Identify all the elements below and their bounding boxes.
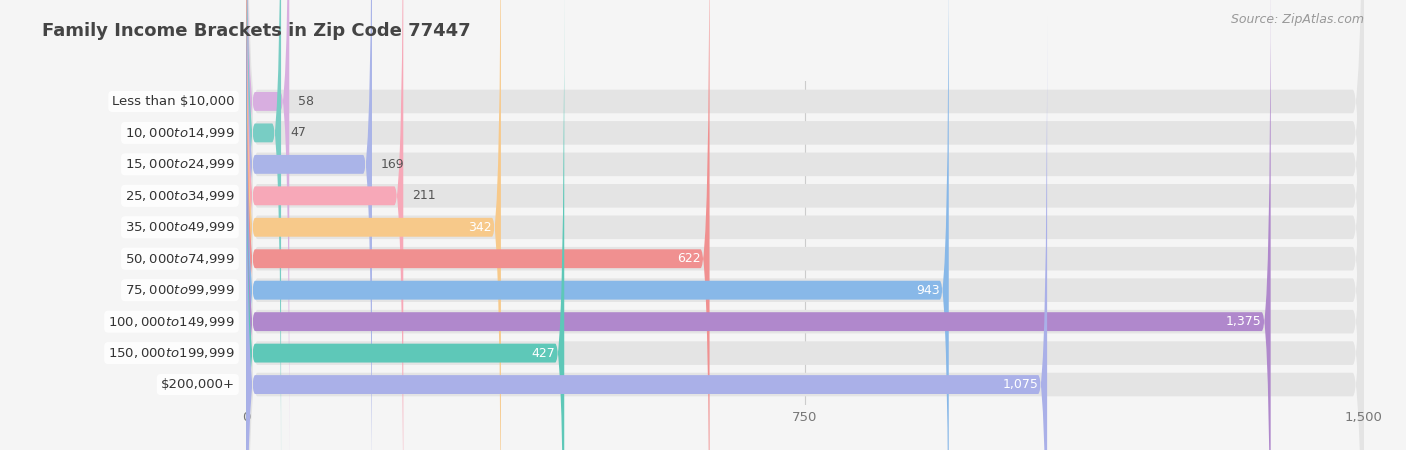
FancyBboxPatch shape: [246, 0, 710, 450]
Text: 342: 342: [468, 221, 492, 234]
Text: $100,000 to $149,999: $100,000 to $149,999: [108, 315, 235, 328]
Text: 1,375: 1,375: [1226, 315, 1261, 328]
Text: 169: 169: [381, 158, 405, 171]
FancyBboxPatch shape: [246, 0, 1271, 450]
FancyBboxPatch shape: [246, 17, 1047, 450]
Text: $25,000 to $34,999: $25,000 to $34,999: [125, 189, 235, 203]
Text: $10,000 to $14,999: $10,000 to $14,999: [125, 126, 235, 140]
FancyBboxPatch shape: [246, 0, 501, 450]
FancyBboxPatch shape: [246, 0, 1364, 450]
Text: 47: 47: [290, 126, 307, 140]
FancyBboxPatch shape: [246, 0, 281, 450]
FancyBboxPatch shape: [246, 0, 949, 450]
FancyBboxPatch shape: [246, 0, 564, 450]
Text: $75,000 to $99,999: $75,000 to $99,999: [125, 283, 235, 297]
FancyBboxPatch shape: [246, 0, 1364, 450]
FancyBboxPatch shape: [246, 0, 1364, 450]
FancyBboxPatch shape: [246, 0, 1364, 450]
Text: $150,000 to $199,999: $150,000 to $199,999: [108, 346, 235, 360]
FancyBboxPatch shape: [246, 0, 290, 450]
Text: $35,000 to $49,999: $35,000 to $49,999: [125, 220, 235, 234]
FancyBboxPatch shape: [246, 0, 404, 450]
FancyBboxPatch shape: [246, 0, 373, 450]
FancyBboxPatch shape: [246, 0, 1364, 450]
Text: Less than $10,000: Less than $10,000: [112, 95, 235, 108]
Text: 211: 211: [412, 189, 436, 202]
Text: $200,000+: $200,000+: [160, 378, 235, 391]
FancyBboxPatch shape: [246, 0, 1364, 450]
Text: 1,075: 1,075: [1002, 378, 1038, 391]
Text: 58: 58: [298, 95, 314, 108]
Text: 427: 427: [531, 346, 555, 360]
Text: Source: ZipAtlas.com: Source: ZipAtlas.com: [1230, 14, 1364, 27]
Text: $15,000 to $24,999: $15,000 to $24,999: [125, 158, 235, 171]
Text: Family Income Brackets in Zip Code 77447: Family Income Brackets in Zip Code 77447: [42, 22, 471, 40]
FancyBboxPatch shape: [246, 0, 1364, 450]
FancyBboxPatch shape: [246, 0, 1364, 450]
FancyBboxPatch shape: [246, 0, 1364, 450]
Text: 943: 943: [917, 284, 939, 297]
FancyBboxPatch shape: [246, 0, 1364, 450]
Text: 622: 622: [676, 252, 700, 265]
Text: $50,000 to $74,999: $50,000 to $74,999: [125, 252, 235, 266]
